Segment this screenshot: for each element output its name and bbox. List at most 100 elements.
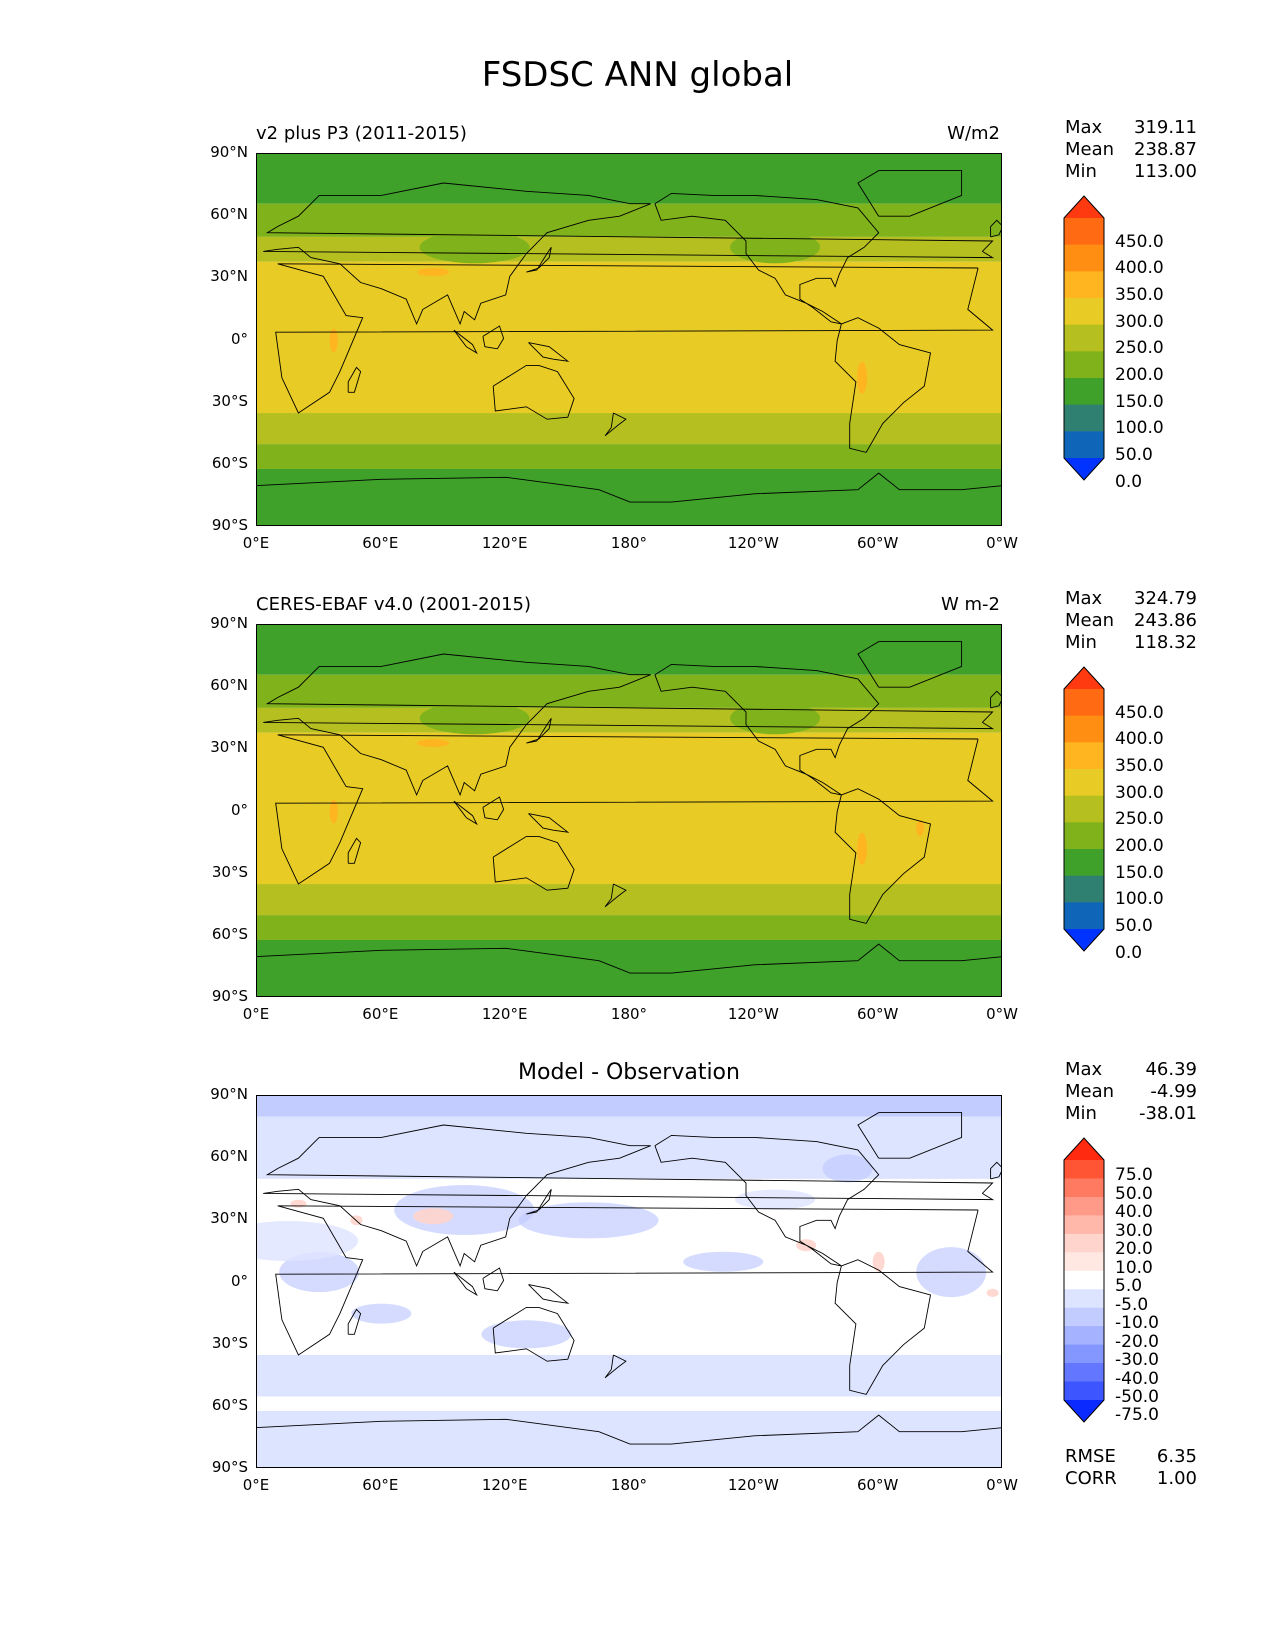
model-map	[256, 153, 1002, 526]
field-land-region	[730, 702, 821, 735]
lon-tick-label: 180°	[610, 1476, 648, 1494]
colorbar-segment	[1064, 875, 1104, 903]
coastline	[604, 412, 627, 437]
diff-band	[257, 1116, 1001, 1179]
lon-tick-label: 60°E	[362, 534, 399, 552]
lon-tick-label: 120°W	[727, 1476, 779, 1494]
coastline	[834, 317, 932, 453]
coastline	[526, 718, 552, 744]
colorbar-tick-label: -50.0	[1115, 1387, 1159, 1407]
corr-label: CORR	[1065, 1468, 1117, 1489]
field-maximum-region	[329, 799, 338, 824]
colorbar-segment	[1064, 1326, 1104, 1346]
colorbar-segment	[1064, 822, 1104, 850]
colorbar-tick-label: 450.0	[1115, 231, 1164, 252]
coastline	[528, 342, 570, 362]
colorbar-segment	[1064, 1381, 1104, 1401]
field-band	[257, 413, 1001, 445]
coastline	[604, 1354, 627, 1379]
colorbar-tick-label: 200.0	[1115, 365, 1164, 385]
coastline	[482, 1267, 505, 1292]
coastline	[834, 1259, 932, 1395]
colorbar-tick-label: -10.0	[1115, 1313, 1159, 1334]
colorbar-tick-label: 150.0	[1115, 862, 1164, 883]
mean-value: -4.99	[1150, 1081, 1197, 1102]
lon-tick-label: 120°W	[727, 534, 779, 552]
coastline	[347, 1308, 362, 1335]
coastline	[257, 1414, 1001, 1445]
lon-tick-label: 120°E	[481, 534, 528, 552]
obs-map	[256, 624, 1002, 997]
diff-map	[256, 1095, 1002, 1468]
coastline	[857, 1112, 963, 1159]
min-value: 118.32	[1134, 632, 1197, 653]
colorbar-segment	[1064, 298, 1104, 326]
field-band	[257, 732, 1001, 885]
coastline	[528, 1284, 570, 1304]
lat-tick-label: 90°N	[210, 1085, 248, 1103]
field-land-region	[419, 231, 530, 264]
lat-tick-label: 30°S	[211, 391, 248, 410]
lat-tick-label: 30°N	[210, 1209, 248, 1228]
coastline	[453, 800, 478, 826]
model-stats: Max 319.11 Mean 238.87 Min 113.00	[1065, 117, 1197, 183]
colorbar-segment	[1064, 1307, 1104, 1327]
max-label: Max	[1065, 1059, 1103, 1080]
max-value: 324.79	[1134, 588, 1197, 609]
lat-tick-label: 60°N	[210, 1147, 248, 1166]
colorbar-segment	[1064, 324, 1104, 352]
coastline	[990, 690, 1001, 709]
coastline	[275, 1205, 994, 1356]
diff-positive-region	[290, 1199, 307, 1208]
lon-tick-label: 0°W	[986, 534, 1018, 552]
colorbar-tick-label: 450.0	[1115, 702, 1164, 723]
colorbar-tick-label: 350.0	[1115, 756, 1164, 776]
coastline	[275, 263, 994, 414]
colorbar-extend-min	[1064, 458, 1104, 480]
coastline	[492, 1306, 575, 1362]
lon-tick-label: 0°W	[986, 1005, 1018, 1023]
colorbar-tick-label: 250.0	[1115, 809, 1164, 830]
model-map-field	[257, 154, 1001, 525]
colorbar	[1063, 1137, 1105, 1423]
field-band	[257, 203, 1001, 237]
colorbar-outline	[1063, 1137, 1105, 1423]
lon-tick-label: 120°E	[481, 1005, 528, 1023]
field-maximum-region	[857, 361, 868, 394]
obs-panel-title: CERES-EBAF v4.0 (2001-2015)	[256, 594, 532, 615]
max-label: Max	[1065, 117, 1103, 138]
field-band	[257, 674, 1001, 708]
colorbar-segment	[1064, 378, 1104, 406]
max-value: 46.39	[1145, 1059, 1197, 1080]
min-value: -38.01	[1138, 1103, 1197, 1124]
mean-label: Mean	[1065, 139, 1115, 160]
coastline	[347, 837, 362, 864]
field-band	[257, 444, 1001, 469]
diff-negative-region	[518, 1202, 659, 1239]
coastline	[604, 883, 627, 908]
lat-tick-label: 90°N	[210, 614, 248, 632]
colorbar-extend-max	[1064, 667, 1104, 689]
max-value: 319.11	[1134, 117, 1197, 138]
diff-map-field	[257, 1096, 1001, 1467]
colorbar-tick-label: 0.0	[1115, 942, 1143, 963]
colorbar-segment	[1064, 1289, 1104, 1309]
max-label: Max	[1065, 588, 1103, 609]
coastline	[528, 813, 570, 833]
colorbar-tick-label: 40.0	[1115, 1202, 1153, 1223]
coastline	[263, 1124, 995, 1268]
colorbar-tick-label: -30.0	[1115, 1350, 1159, 1371]
field-band	[257, 625, 1001, 675]
obs-map-field	[257, 625, 1001, 996]
coastline	[990, 219, 1001, 238]
lat-tick-label: 90°S	[211, 516, 248, 534]
diff-weak-negative-region	[591, 1378, 752, 1395]
lat-tick-label: 90°S	[211, 1458, 248, 1476]
diff-positive-region	[986, 1288, 999, 1297]
diff-stats: Max 46.39 Mean -4.99 Min -38.01	[1065, 1059, 1197, 1125]
colorbar-tick-label: 50.0	[1115, 445, 1153, 465]
lon-tick-label: 60°W	[856, 1005, 899, 1023]
min-label: Min	[1065, 632, 1097, 653]
lat-tick-label: 60°S	[211, 924, 248, 943]
lat-tick-label: 60°N	[210, 205, 248, 224]
